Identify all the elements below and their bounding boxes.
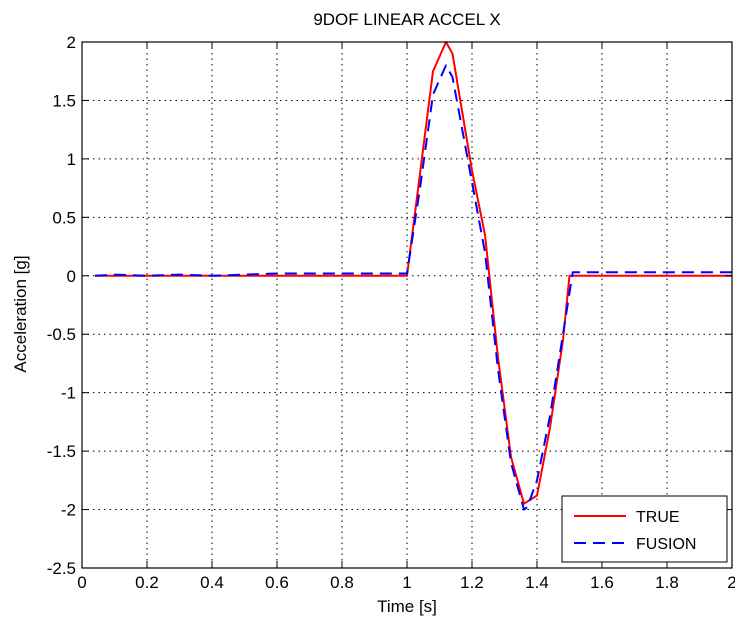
x-tick-label: 1.6	[590, 573, 614, 592]
x-tick-label: 0.4	[200, 573, 224, 592]
y-axis-title: Acceleration [g]	[11, 255, 30, 372]
x-tick-label: 0	[77, 573, 86, 592]
y-tick-label: -0.5	[47, 325, 76, 344]
legend: TRUE FUSION	[561, 495, 728, 563]
y-tick-label: -1.5	[47, 442, 76, 461]
legend-label-fusion: FUSION	[636, 536, 696, 553]
grid	[82, 42, 732, 568]
chart-title: 9DOF LINEAR ACCEL X	[313, 10, 500, 29]
x-tick-label: 0.2	[135, 573, 159, 592]
y-tick-label: 2	[67, 33, 76, 52]
x-tick-label: 1.8	[655, 573, 679, 592]
axis-ticks: 0 0.2 0.4 0.6 0.8 1 1.2 1.4 1.6 1.8 2 -2.5 -2 -1.5 -1 -…	[47, 33, 735, 592]
series-line-true	[95, 41, 732, 505]
x-tick-label: 1.2	[460, 573, 484, 592]
x-tick-label: 0.6	[265, 573, 289, 592]
legend-label-true: TRUE	[636, 509, 680, 526]
series-line-fusion	[94, 64, 732, 511]
x-tick-label: 1.4	[525, 573, 549, 592]
y-tick-label: 1.5	[52, 91, 76, 110]
x-tick-label: 1	[402, 573, 411, 592]
y-tick-label: -2	[61, 501, 76, 520]
y-tick-label: -1	[61, 384, 76, 403]
plot-frame	[81, 41, 733, 569]
x-tick-label: 2	[727, 573, 735, 592]
x-tick-label: 0.8	[330, 573, 354, 592]
legend-box	[561, 495, 728, 563]
series-layer	[94, 41, 732, 511]
x-axis-title: Time [s]	[377, 597, 437, 616]
y-tick-label: -2.5	[47, 559, 76, 578]
y-tick-label: 1	[67, 150, 76, 169]
y-tick-label: 0	[67, 267, 76, 286]
y-tick-label: 0.5	[52, 208, 76, 227]
